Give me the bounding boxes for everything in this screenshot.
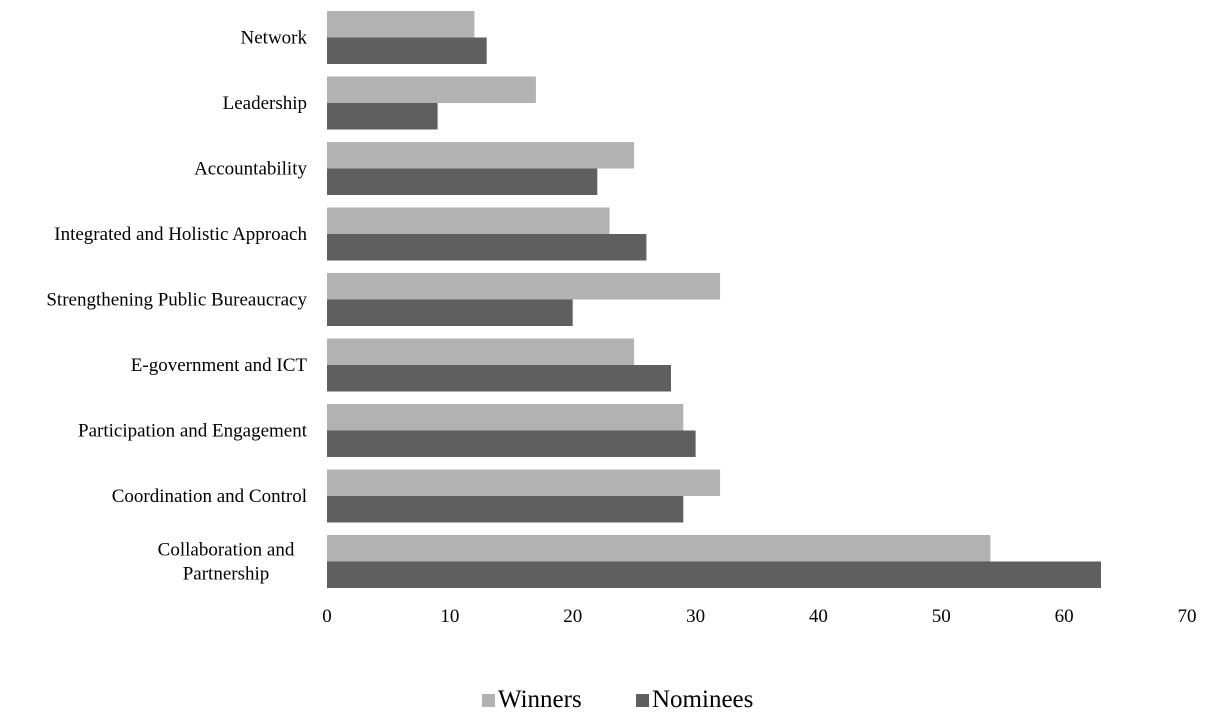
category-label: Network: [241, 28, 308, 49]
bar-winners-4: [327, 207, 610, 234]
legend: Winners Nominees: [482, 686, 753, 713]
bar-nominees-8: [327, 496, 684, 523]
bar-winners-8: [327, 469, 721, 496]
category-label: Leadership: [223, 93, 307, 114]
bar-nominees-6: [327, 365, 671, 392]
bar-winners-9: [327, 535, 991, 562]
x-axis-ticks: 0 10 20 30 40 50 60 70: [322, 606, 1196, 627]
bar-winners-7: [327, 404, 684, 431]
category-label: Participation and Engagement: [78, 421, 308, 442]
bar-nominees-1: [327, 37, 487, 64]
bar-winners-2: [327, 76, 536, 103]
bars-layer: [327, 11, 1101, 588]
category-label: Strengthening Public Bureaucracy: [46, 290, 307, 311]
bar-nominees-4: [327, 234, 647, 261]
legend-label-winners: Winners: [498, 686, 582, 713]
category-label-line: Collaboration and: [158, 540, 295, 561]
category-label: Accountability: [194, 159, 307, 180]
category-label: Coordination and Control: [112, 486, 307, 507]
bar-winners-5: [327, 273, 721, 300]
x-tick-label: 40: [809, 606, 828, 627]
x-tick-label: 60: [1055, 606, 1074, 627]
x-tick-label: 20: [563, 606, 582, 627]
bar-nominees-5: [327, 299, 573, 326]
bar-nominees-2: [327, 103, 438, 130]
legend-swatch-nominees: [636, 694, 649, 707]
bar-winners-6: [327, 338, 635, 365]
bar-winners-3: [327, 142, 635, 169]
category-label: E-government and ICT: [131, 355, 308, 376]
bar-nominees-9: [327, 561, 1101, 588]
category-label: Integrated and Holistic Approach: [54, 224, 307, 245]
legend-label-nominees: Nominees: [652, 686, 753, 713]
category-labels: Network Leadership Accountability Integrate…: [46, 28, 307, 585]
x-tick-label: 0: [322, 606, 332, 627]
bar-nominees-7: [327, 430, 696, 457]
x-tick-label: 50: [932, 606, 951, 627]
category-label-line: Partnership: [183, 564, 270, 585]
x-tick-label: 30: [686, 606, 705, 627]
legend-swatch-winners: [482, 694, 495, 707]
bar-nominees-3: [327, 168, 598, 195]
x-tick-label: 70: [1178, 606, 1197, 627]
x-tick-label: 10: [440, 606, 459, 627]
category-label: Collaboration and Partnership: [158, 540, 295, 585]
bar-winners-1: [327, 11, 475, 38]
